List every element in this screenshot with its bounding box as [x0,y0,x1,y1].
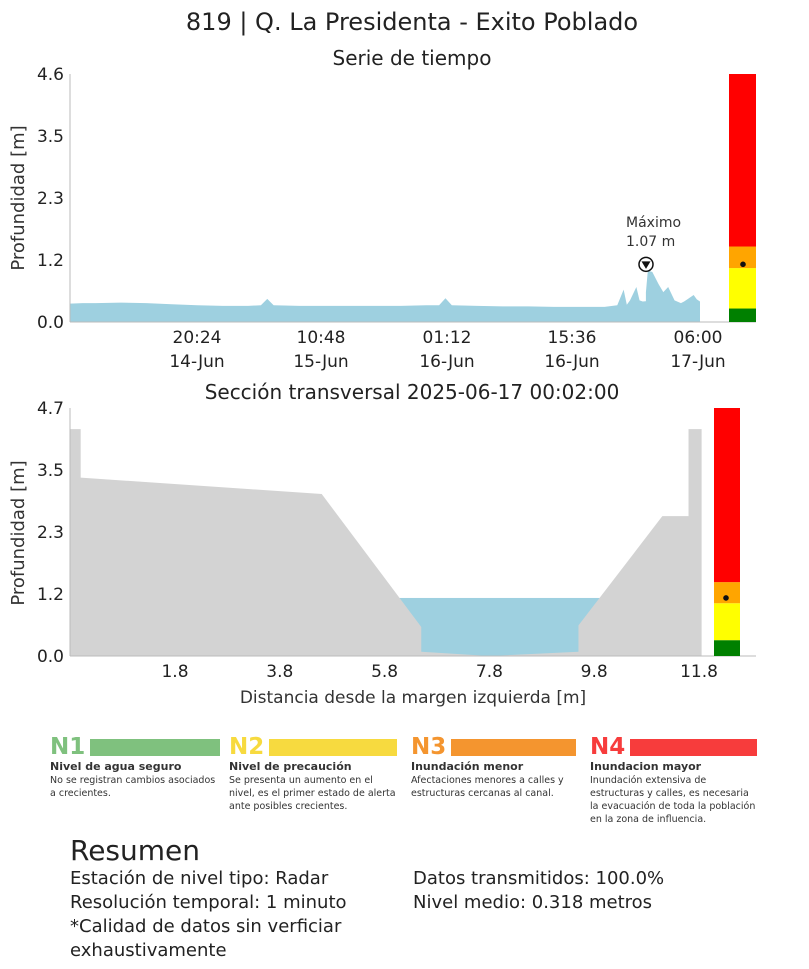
legend-desc-n1: No se registran cambios asociados a crec… [50,775,216,799]
cs-y-tick-label: 4.7 [37,399,64,419]
main-title: 819 | Q. La Presidenta - Exito Poblado [186,8,638,36]
ts-x-tick-date: 16-Jun [544,352,599,372]
legend-item-n2: N2 Nivel de precaución Se presenta un au… [229,734,397,813]
ts-x-tick-time: 01:12 [423,328,472,348]
legend-code-n2: N2 [229,734,265,760]
summary-station-type: Estación de nivel tipo: Radar [70,868,329,889]
cs-y-tick-label: 0.0 [37,647,64,667]
legend-code-n3: N3 [411,734,447,760]
ts-y-tick-label: 0.0 [37,313,64,333]
ts-y-tick-label: 2.3 [37,189,64,209]
legend-bar-n1 [90,738,220,756]
ts-x-tick-time: 15:36 [548,328,597,348]
cs-x-tick-label: 3.8 [266,662,293,682]
cs-y-tick-label: 2.3 [37,523,64,543]
gauge-band-n4 [714,408,740,583]
cross-section-alert-gauge [714,408,740,656]
maximum-label: Máximo [626,215,681,231]
ts-y-tick-label: 3.5 [37,127,64,147]
summary-title: Resumen [70,834,201,867]
cross-section-subtitle: Sección transversal 2025-06-17 00:02:00 [205,380,620,404]
legend-bar-n2 [269,738,397,756]
ts-x-tick-date: 16-Jun [419,352,474,372]
ts-y-tick-label: 1.2 [37,251,64,271]
chart-canvas: 819 | Q. La Presidenta - Exito Poblado S… [8,8,756,708]
ts-x-tick-time: 10:48 [297,328,346,348]
legend-name-n2: Nivel de precaución [229,760,352,773]
maximum-marker-arrow [641,261,651,269]
ts-y-tick-label: 4.6 [37,65,64,85]
gauge-band-n1 [714,640,740,656]
time-series-panel: Serie de tiempo Profundidad [m] 0.0 1.2 2.… [8,46,756,372]
cross-section-x-ticks: 1.8 3.8 5.8 7.8 9.8 11.8 [161,662,717,682]
time-series-peak [645,270,665,322]
cs-x-tick-label: 1.8 [161,662,188,682]
cs-y-tick-label: 3.5 [37,461,64,481]
legend-item-n1: N1 Nivel de agua seguro No se registran … [50,734,220,800]
time-series-area-layer [70,270,700,322]
ts-x-tick-date: 17-Jun [670,352,725,372]
legend-bar-n4 [630,738,757,756]
ts-x-tick-date: 14-Jun [169,352,224,372]
legend-item-n4: N4 Inundacion mayor Inundación extensiva… [590,734,757,826]
cross-section-panel: Sección transversal 2025-06-17 00:02:00 … [8,380,756,708]
time-series-area [70,286,700,322]
summary-quality-note-cont: exhaustivamente [70,940,227,961]
ts-x-tick-time: 20:24 [173,328,222,348]
cross-section-terrain-layer [70,429,702,656]
legend-name-n3: Inundación menor [411,760,524,773]
ts-x-tick-date: 15-Jun [293,352,348,372]
cs-y-tick-label: 1.2 [37,585,64,605]
legend-bar-n3 [451,738,576,756]
gauge-band-n3 [714,582,740,604]
cs-x-tick-label: 11.8 [680,662,718,682]
legend-desc-n3: Afectaciones menores a calles y estructu… [411,775,564,799]
maximum-value-label: 1.07 m [626,234,675,250]
time-series-subtitle: Serie de tiempo [333,46,492,70]
summary-temporal-resolution: Resolución temporal: 1 minuto [70,892,347,913]
ts-x-tick-time: 06:00 [674,328,723,348]
time-series-ylabel: Profundidad [m] [8,125,29,270]
legend-desc-n4: Inundación extensiva de estructuras y ca… [590,775,756,825]
time-series-alert-gauge [729,74,756,322]
cross-section-ylabel: Profundidad [m] [8,460,29,605]
cs-x-tick-label: 5.8 [371,662,398,682]
cross-section-y-ticks: 0.0 1.2 2.3 3.5 4.7 [37,399,64,667]
cross-section-xlabel: Distancia desde la margen izquierda [m] [240,688,586,708]
gauge-band-n1 [729,308,756,322]
summary-mean-level: Nivel medio: 0.318 metros [413,892,653,913]
time-series-x-ticks: 20:24 14-Jun 10:48 15-Jun 01:12 16-Jun 15:36 16… [169,328,725,372]
cross-section-left-bank [70,429,490,656]
legend-name-n4: Inundacion mayor [590,760,702,773]
cross-section-right-bank [489,429,702,656]
legend-code-n1: N1 [50,734,86,760]
gauge-band-n2 [714,603,740,641]
legend-item-n3: N3 Inundación menor Afectaciones menores… [411,734,576,800]
alert-level-legend: N1 Nivel de agua seguro No se registran … [0,734,809,834]
summary-data-transmitted: Datos transmitidos: 100.0% [413,868,665,889]
summary-section: Resumen Estación de nivel tipo: Radar Re… [70,834,790,963]
legend-name-n1: Nivel de agua seguro [50,760,182,773]
gauge-band-n3 [729,246,756,269]
gauge-current-level-dot [740,261,746,268]
cs-x-tick-label: 7.8 [476,662,503,682]
gauge-band-n4 [729,74,756,247]
legend-desc-n2: Se presenta un aumento en el nivel, es e… [229,775,396,812]
summary-left-column: Estación de nivel tipo: Radar Resolución… [70,867,413,963]
summary-right-column: Datos transmitidos: 100.0% Nivel medio: … [413,867,664,963]
time-series-y-ticks: 0.0 1.2 2.3 3.5 4.6 [37,65,64,333]
time-series-maximum-marker: Máximo 1.07 m [626,215,681,273]
gauge-band-n2 [729,268,756,309]
legend-code-n4: N4 [590,734,626,760]
gauge-current-level-dot [723,595,729,601]
summary-quality-note: *Calidad de datos sin verficiar [70,916,342,937]
cs-x-tick-label: 9.8 [581,662,608,682]
